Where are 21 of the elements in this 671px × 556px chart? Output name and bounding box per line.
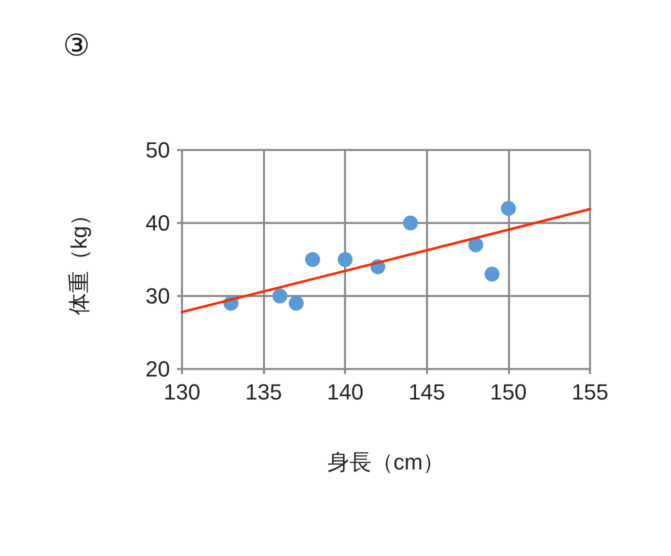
point	[338, 252, 353, 267]
x-axis-title: 身長（cm）	[327, 450, 445, 474]
x-tick-label: 130	[164, 380, 200, 404]
point	[484, 266, 500, 282]
y-tick-label: 40	[146, 210, 170, 236]
point	[468, 237, 484, 252]
y-axis-title: 体重（kg）	[66, 204, 92, 316]
x-tick-label: 145	[408, 380, 446, 404]
y-tick-label: 30	[146, 284, 170, 308]
x-tick-label: 140	[326, 380, 364, 404]
y-tick-label: 20	[146, 356, 170, 382]
point	[500, 200, 516, 216]
point	[272, 288, 288, 304]
point	[402, 216, 418, 230]
chart-title: ③	[63, 30, 90, 62]
y-tick-label: 50	[146, 138, 170, 162]
x-tick-label: 135	[245, 380, 282, 404]
x-tick-label: 150	[490, 380, 527, 404]
point	[288, 296, 304, 311]
x-tick-label: 155	[572, 380, 608, 404]
point	[305, 252, 320, 267]
